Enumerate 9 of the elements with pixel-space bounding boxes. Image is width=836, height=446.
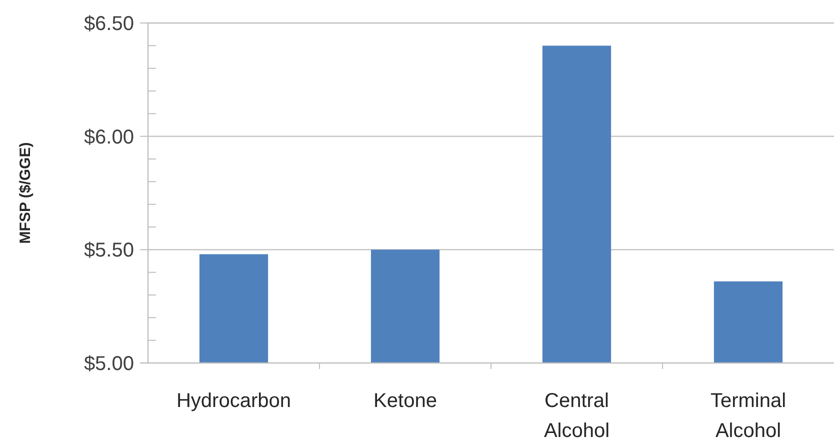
- x-tick-label: Terminal Alcohol: [710, 390, 786, 442]
- y-axis-title: MFSP ($/GGE): [17, 142, 34, 244]
- y-tick-label: $5.00: [84, 353, 134, 375]
- x-tick-label: Central Alcohol: [544, 390, 610, 442]
- y-tick-label: $6.00: [84, 126, 134, 148]
- x-tick-label: Ketone: [374, 390, 437, 412]
- y-tick-label: $5.50: [84, 240, 134, 262]
- x-tick-label: Hydrocarbon: [176, 390, 292, 412]
- y-tick-label: $6.50: [84, 13, 134, 35]
